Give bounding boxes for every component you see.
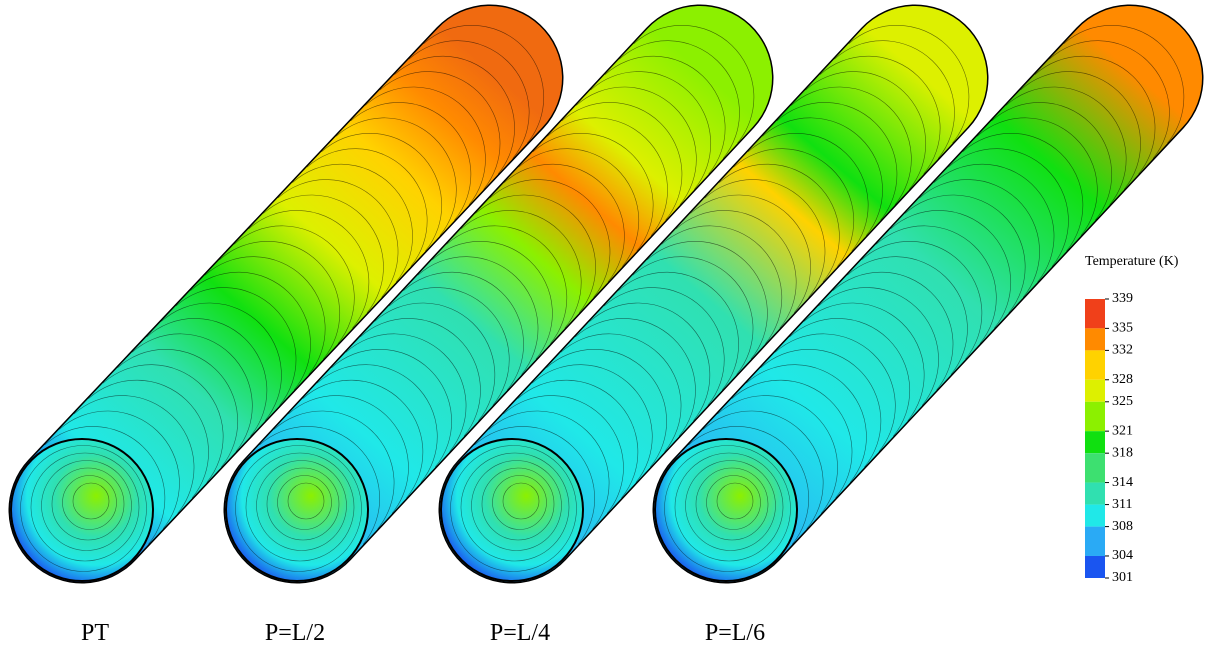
colorbar-segment bbox=[1085, 380, 1105, 402]
tube-end bbox=[226, 439, 368, 581]
colorbar-segment bbox=[1085, 556, 1105, 578]
colorbar-tick-label: 321 bbox=[1112, 423, 1133, 438]
colorbar-segment bbox=[1085, 328, 1105, 350]
colorbar-tick-label: 314 bbox=[1112, 475, 1133, 490]
tube-end bbox=[11, 439, 153, 581]
panel-label: PT bbox=[81, 620, 109, 646]
colorbar-segment bbox=[1085, 505, 1105, 527]
colorbar-segment bbox=[1085, 483, 1105, 505]
panel-label: P=L/4 bbox=[490, 620, 550, 646]
colorbar-tick-label: 301 bbox=[1112, 570, 1133, 585]
colorbar-segment bbox=[1085, 527, 1105, 556]
colorbar-tick-label: 318 bbox=[1112, 445, 1133, 460]
colorbar: Temperature (K) 339 335 332 328 325 321 318 314… bbox=[1085, 254, 1179, 585]
tubes bbox=[11, 25, 1184, 581]
colorbar-tick-label: 339 bbox=[1112, 291, 1133, 306]
colorbar-tick-label: 311 bbox=[1112, 497, 1132, 512]
tube-end bbox=[441, 439, 583, 581]
colorbar-tick-label: 304 bbox=[1112, 548, 1133, 563]
colorbar-title: Temperature (K) bbox=[1085, 254, 1179, 269]
panel-label: P=L/6 bbox=[705, 620, 765, 646]
colorbar-segment bbox=[1085, 431, 1105, 453]
colorbar-tick-label: 332 bbox=[1112, 343, 1133, 358]
colorbar-tick-label: 308 bbox=[1112, 519, 1133, 534]
colorbar-tick-label: 328 bbox=[1112, 372, 1133, 387]
colorbar-segment bbox=[1085, 402, 1105, 431]
figure: Temperature (K) 339 335 332 328 325 321 318 314… bbox=[0, 0, 1215, 664]
colorbar-segment bbox=[1085, 350, 1105, 379]
tube-end bbox=[655, 439, 797, 581]
colorbar-segment bbox=[1085, 299, 1105, 328]
colorbar-segment bbox=[1085, 453, 1105, 482]
panel-label: P=L/2 bbox=[265, 620, 325, 646]
colorbar-tick-label: 335 bbox=[1112, 321, 1133, 336]
colorbar-tick-label: 325 bbox=[1112, 394, 1133, 409]
